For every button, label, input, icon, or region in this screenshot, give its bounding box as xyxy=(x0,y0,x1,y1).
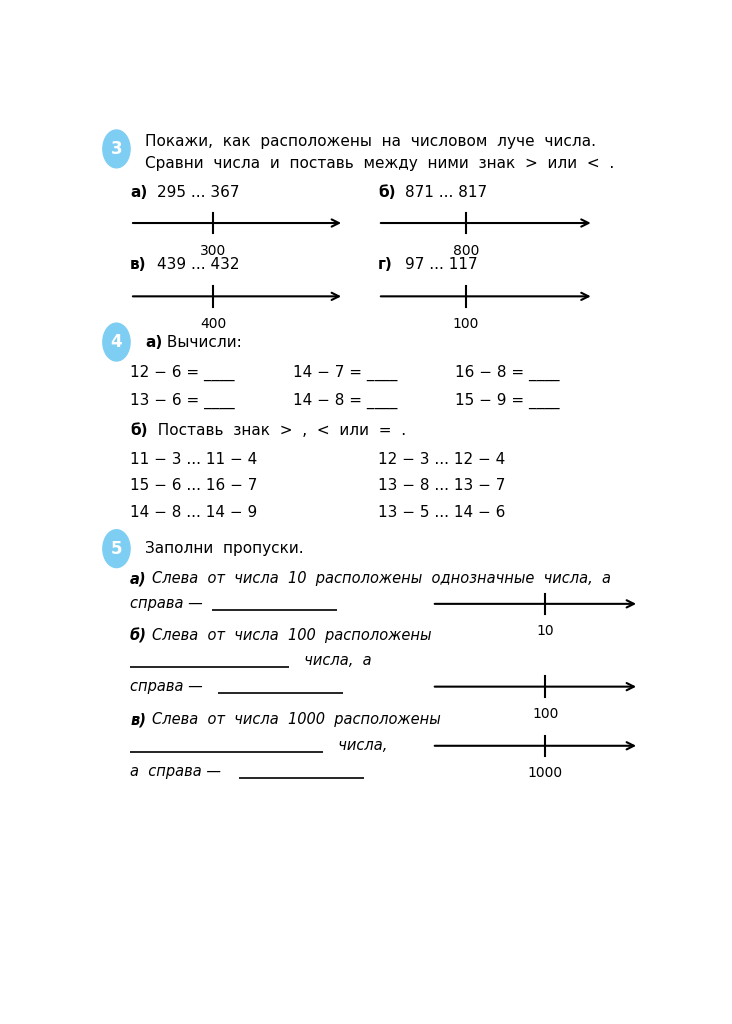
Text: 15 − 6 ... 16 − 7: 15 − 6 ... 16 − 7 xyxy=(130,478,258,494)
Text: 400: 400 xyxy=(201,316,227,331)
Text: 12 − 6 = ____: 12 − 6 = ____ xyxy=(130,365,234,381)
Text: Слева  от  числа  100  расположены: Слева от числа 100 расположены xyxy=(152,628,432,643)
Text: Сравни  числа  и  поставь  между  ними  знак  >  или  <  .: Сравни числа и поставь между ними знак >… xyxy=(146,156,615,171)
Text: 871 ... 817: 871 ... 817 xyxy=(406,184,488,200)
Text: а): а) xyxy=(146,335,163,349)
Text: г): г) xyxy=(378,257,393,272)
Text: б): б) xyxy=(130,628,147,643)
Text: в): в) xyxy=(130,713,146,727)
Text: 100: 100 xyxy=(452,316,479,331)
Text: в): в) xyxy=(130,257,146,272)
Text: 100: 100 xyxy=(532,708,559,721)
Text: справа —: справа — xyxy=(130,596,207,611)
Circle shape xyxy=(102,529,130,567)
Text: справа —: справа — xyxy=(130,679,207,694)
Text: 14 − 8 = ____: 14 − 8 = ____ xyxy=(293,392,397,409)
Text: Слева  от  числа  1000  расположены: Слева от числа 1000 расположены xyxy=(152,713,441,727)
Text: 14 − 7 = ____: 14 − 7 = ____ xyxy=(293,365,397,381)
Text: числа,  а: числа, а xyxy=(294,653,371,668)
Text: Вычисли:: Вычисли: xyxy=(163,335,242,349)
Text: 12 − 3 ... 12 − 4: 12 − 3 ... 12 − 4 xyxy=(378,452,505,467)
Text: б): б) xyxy=(130,423,148,438)
Text: Заполни  пропуски.: Заполни пропуски. xyxy=(146,541,304,556)
Text: Покажи,  как  расположены  на  числовом  луче  числа.: Покажи, как расположены на числовом луче… xyxy=(146,133,597,148)
Circle shape xyxy=(102,324,130,361)
Text: 11 − 3 ... 11 − 4: 11 − 3 ... 11 − 4 xyxy=(130,452,258,467)
Text: 295 ... 367: 295 ... 367 xyxy=(157,184,239,200)
Text: б): б) xyxy=(378,184,395,200)
Text: 3: 3 xyxy=(111,140,122,158)
Text: 1000: 1000 xyxy=(528,766,563,780)
Text: 13 − 5 ... 14 − 6: 13 − 5 ... 14 − 6 xyxy=(378,505,505,520)
Text: а): а) xyxy=(130,184,147,200)
Text: 4: 4 xyxy=(111,333,122,351)
Text: Слева  от  числа  10  расположены  однозначные  числа,  а: Слева от числа 10 расположены однозначны… xyxy=(152,571,611,586)
Text: числа,: числа, xyxy=(329,738,387,754)
Text: 15 − 9 = ____: 15 − 9 = ____ xyxy=(455,392,559,409)
Text: 13 − 8 ... 13 − 7: 13 − 8 ... 13 − 7 xyxy=(378,478,505,494)
Text: 800: 800 xyxy=(452,244,479,257)
Text: а  справа —: а справа — xyxy=(130,764,225,779)
Text: 439 ... 432: 439 ... 432 xyxy=(157,257,239,272)
Text: 5: 5 xyxy=(111,540,122,558)
Text: 16 − 8 = ____: 16 − 8 = ____ xyxy=(455,365,559,381)
Text: 97 ... 117: 97 ... 117 xyxy=(406,257,478,272)
Text: 14 − 8 ... 14 − 9: 14 − 8 ... 14 − 9 xyxy=(130,505,258,520)
Text: а): а) xyxy=(130,571,146,586)
Text: 10: 10 xyxy=(537,625,554,638)
Text: 13 − 6 = ____: 13 − 6 = ____ xyxy=(130,392,235,409)
Circle shape xyxy=(102,130,130,168)
Text: 300: 300 xyxy=(201,244,227,257)
Text: Поставь  знак  >  ,  <  или  =  .: Поставь знак > , < или = . xyxy=(148,423,406,438)
